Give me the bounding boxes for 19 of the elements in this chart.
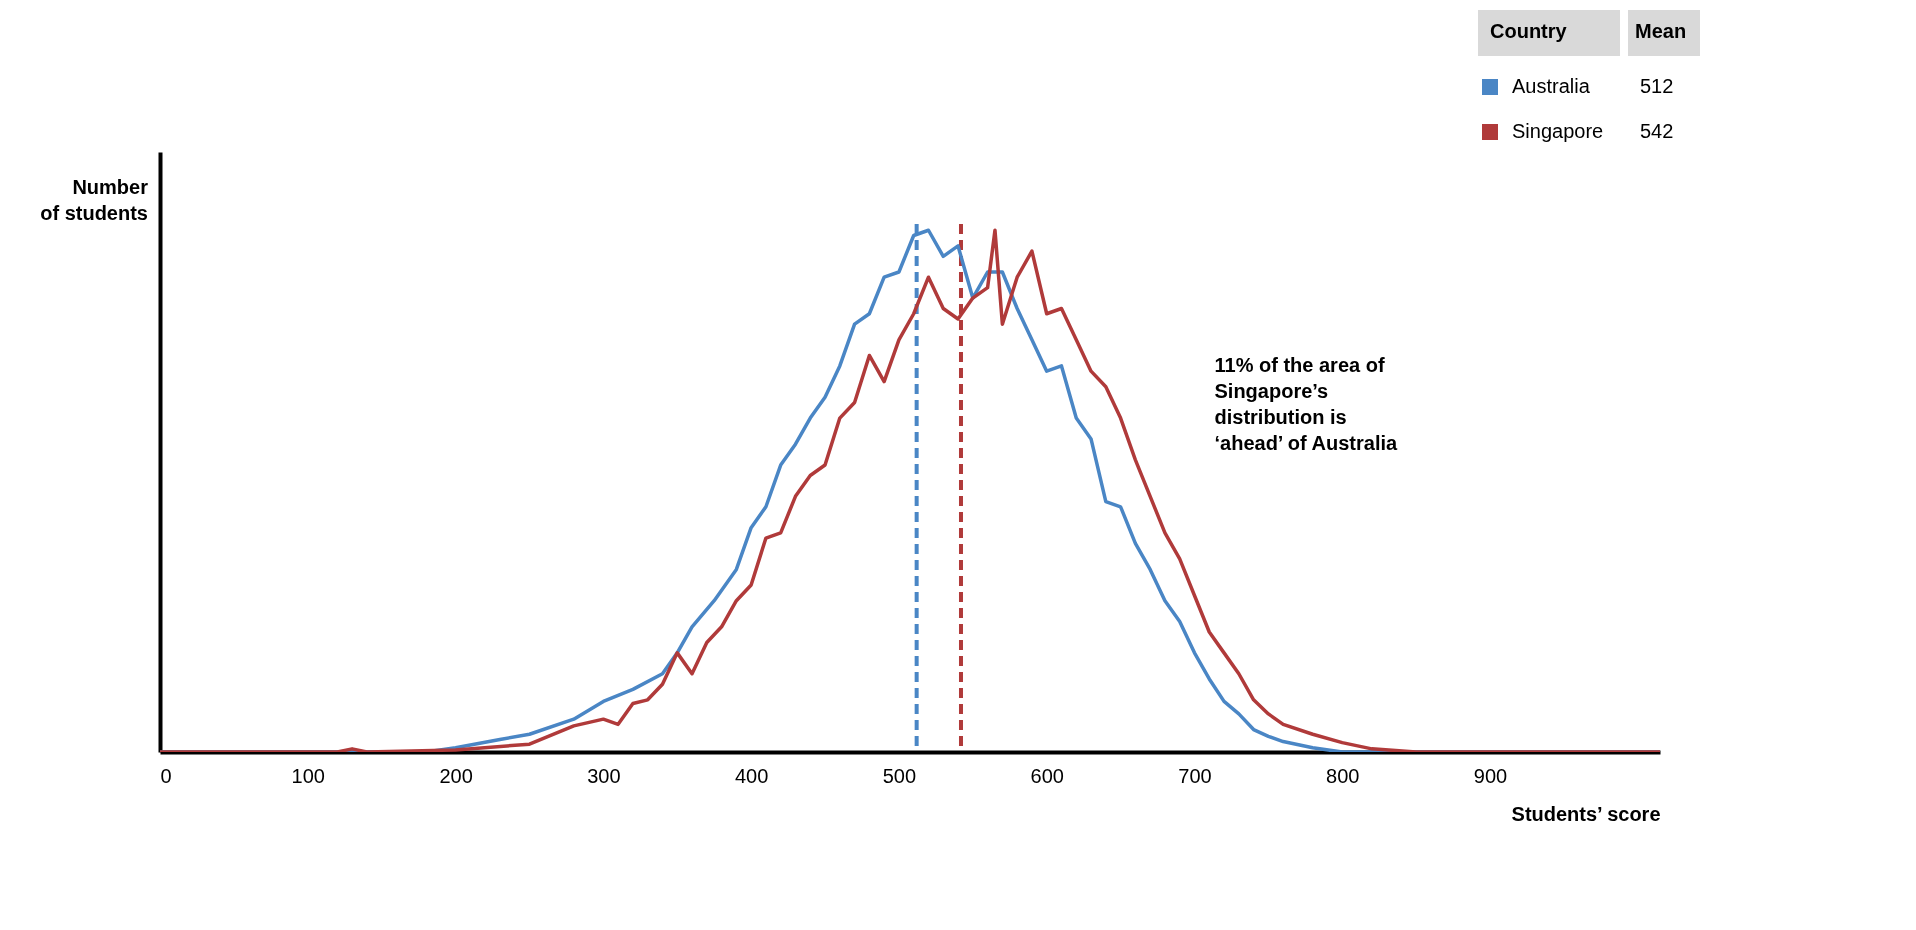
y-axis-title: Number of students [40,176,149,224]
x-tick-label: 600 [1030,764,1064,787]
x-tick-label: 800 [1326,764,1360,787]
x-tick-label: 900 [1473,764,1508,787]
text: 512 [1640,75,1674,97]
text: 542 [1640,120,1674,142]
legend-label: Australia [1512,75,1591,97]
x-tick-label: 200 [439,764,473,787]
x-tick-label: 500 [882,764,917,787]
annotation: 11% of the area of Singapore’s distribution is ‘ahead’ of Australia [1214,354,1399,454]
legend-title: Country [1490,20,1568,42]
x-tick-label: 300 [587,764,621,787]
legend-label: Singapore [1512,120,1604,142]
text: Mean [1635,20,1687,42]
x-tick-label: 400 [734,764,769,787]
x-tick-label: 100 [291,764,325,787]
x-tick-label: 0 [160,764,172,787]
x-axis-title: Students’ score [1511,802,1661,825]
x-tick-label: 700 [1178,764,1212,787]
